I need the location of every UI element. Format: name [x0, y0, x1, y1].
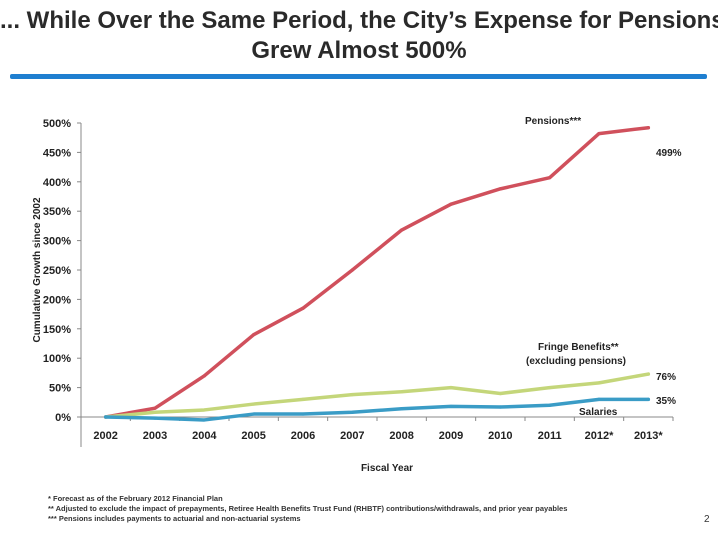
- footnote-forecast: * Forecast as of the February 2012 Finan…: [48, 494, 223, 503]
- data-point: [153, 416, 157, 420]
- data-point: [301, 412, 305, 416]
- data-point: [252, 412, 256, 416]
- y-tick-label: 200%: [43, 294, 71, 306]
- y-tick-label: 100%: [43, 353, 71, 365]
- data-point: [153, 410, 157, 414]
- x-tick-label: 2004: [192, 430, 217, 442]
- x-tick-label: 2008: [389, 430, 413, 442]
- series-label-salaries: Salaries: [579, 407, 618, 418]
- x-tick-label: 2002: [93, 430, 117, 442]
- data-point: [597, 131, 601, 136]
- slide-title: ... While Over the Same Period, the City…: [0, 6, 718, 66]
- x-tick-label: 2003: [143, 430, 167, 442]
- footnotes: * Forecast as of the February 2012 Finan…: [48, 494, 567, 524]
- data-point: [646, 126, 650, 130]
- x-tick-label: 2013*: [634, 430, 663, 442]
- page-number: 2: [704, 514, 710, 525]
- y-tick-label: 300%: [43, 236, 71, 248]
- data-point: [202, 374, 206, 378]
- y-tick-label: 250%: [43, 265, 71, 277]
- data-point: [202, 408, 206, 412]
- data-point: [449, 202, 453, 206]
- x-tick-label: 2011: [538, 430, 562, 442]
- series-end-label: 76%: [656, 372, 676, 383]
- data-point: [548, 403, 552, 407]
- data-point: [548, 176, 552, 180]
- series-label-fringe: Fringe Benefits**: [538, 342, 619, 353]
- data-point: [252, 333, 256, 337]
- data-point: [301, 397, 305, 401]
- x-tick-label: 2009: [439, 430, 463, 442]
- data-point: [350, 393, 354, 397]
- title-divider: [10, 74, 707, 79]
- series-end-label: 499%: [656, 148, 682, 159]
- y-tick-label: 350%: [43, 206, 71, 218]
- y-tick-label: 50%: [49, 383, 71, 395]
- series-label-pensions: Pensions***: [525, 116, 581, 127]
- series-label-fringe-sub: (excluding pensions): [526, 356, 626, 367]
- data-point: [301, 306, 305, 310]
- data-point: [153, 406, 157, 410]
- series-line: [103, 125, 651, 419]
- x-tick-label: 2007: [340, 430, 364, 442]
- x-tick-label: 2006: [291, 430, 315, 442]
- title-line-2: Grew Almost 500%: [251, 37, 467, 64]
- data-point: [498, 187, 502, 191]
- data-point: [646, 372, 650, 376]
- y-tick-label: 150%: [43, 324, 71, 336]
- y-tick-label: 0%: [55, 412, 71, 424]
- data-point: [400, 228, 404, 232]
- data-point: [597, 381, 601, 385]
- y-tick-label: 500%: [43, 118, 71, 130]
- data-point: [104, 415, 108, 419]
- x-tick-label: 2012*: [585, 430, 614, 442]
- y-axis-title: Cumulative Growth since 2002: [32, 197, 43, 342]
- data-point: [449, 386, 453, 390]
- data-point: [400, 390, 404, 394]
- y-tick-label: 400%: [43, 177, 71, 189]
- data-point: [548, 386, 552, 390]
- footnote-pensions-definition: *** Pensions includes payments to actuar…: [48, 514, 301, 523]
- series-end-label: 35%: [656, 396, 676, 407]
- x-tick-label: 2010: [488, 430, 512, 442]
- x-tick-label: 2005: [241, 430, 265, 442]
- data-point: [252, 402, 256, 406]
- data-point: [350, 268, 354, 272]
- title-line-1: ... While Over the Same Period, the City…: [0, 7, 718, 34]
- data-point: [202, 418, 206, 422]
- y-tick-label: 450%: [43, 147, 71, 159]
- x-axis-title: Fiscal Year: [361, 463, 413, 474]
- footnote-fringe-adjustment: ** Adjusted to exclude the impact of pre…: [48, 504, 568, 513]
- series-line: [103, 397, 651, 422]
- data-point: [498, 405, 502, 409]
- data-point: [646, 397, 650, 401]
- data-point: [400, 407, 404, 411]
- data-point: [498, 391, 502, 396]
- series-line: [103, 372, 651, 419]
- data-point: [449, 404, 453, 409]
- line-chart: 0% 50% 100% 150% 200% 250% 300% 350% 400% 450% 500…: [32, 116, 682, 474]
- data-point: [350, 410, 354, 414]
- data-point: [597, 397, 601, 401]
